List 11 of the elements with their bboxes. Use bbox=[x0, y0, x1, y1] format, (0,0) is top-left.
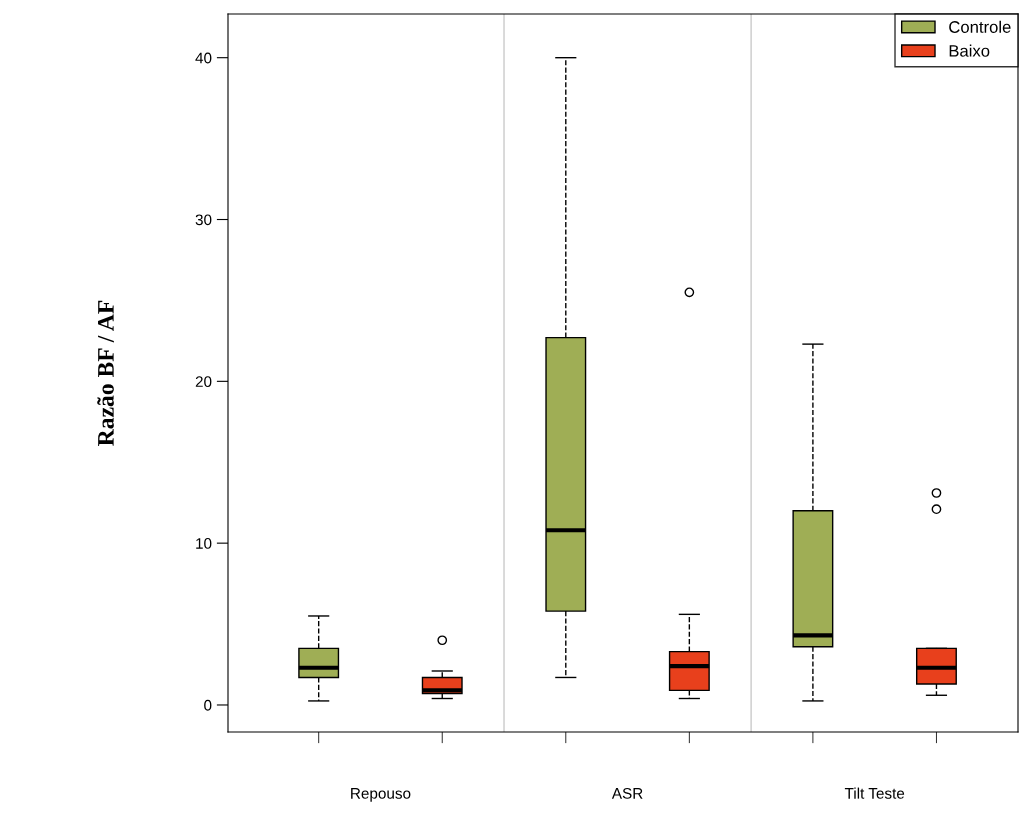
y-tick-label: 40 bbox=[195, 52, 212, 64]
y-tick-label: 30 bbox=[195, 214, 212, 226]
x-tick-label: Tilt Teste bbox=[844, 787, 905, 799]
y-tick-label: 20 bbox=[195, 376, 212, 388]
y-axis-title: Razão BF / AF bbox=[97, 300, 114, 446]
y-tick-label: 10 bbox=[196, 538, 212, 549]
x-tick-label: ASR bbox=[611, 787, 643, 799]
x-tick-label: Repouso bbox=[351, 788, 411, 802]
legend-label: Controle bbox=[949, 20, 1011, 33]
legend-label: Baixo bbox=[949, 44, 990, 57]
y-tick-label: 0 bbox=[204, 699, 212, 711]
